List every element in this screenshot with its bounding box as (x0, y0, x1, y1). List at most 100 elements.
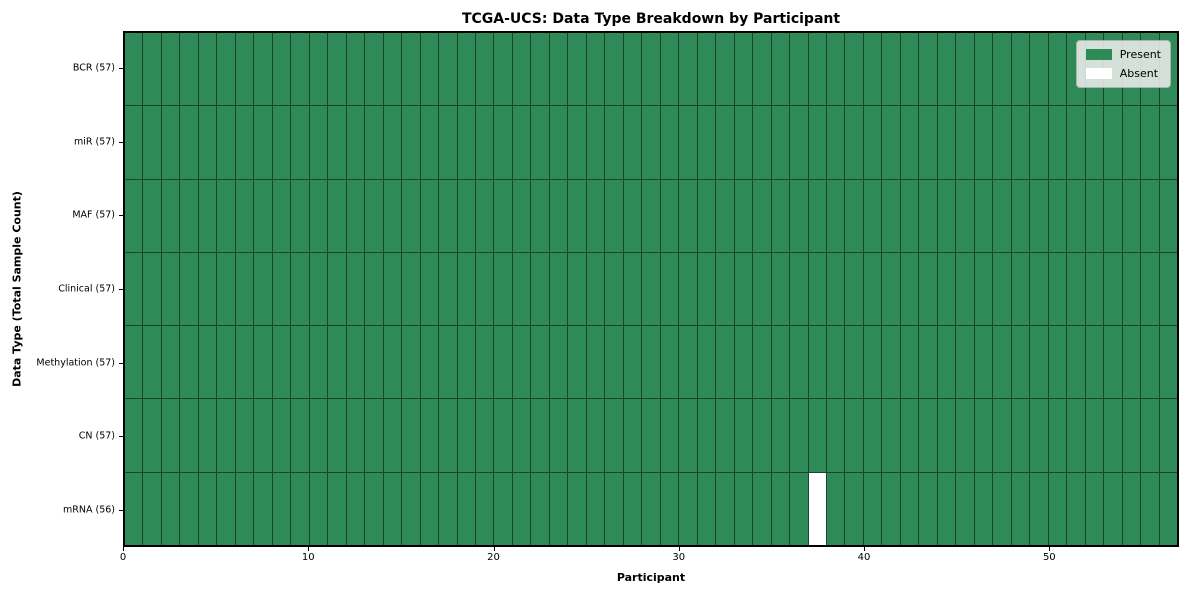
heatmap-cell (457, 472, 475, 545)
heatmap-cell (143, 33, 161, 106)
heatmap-cell (605, 179, 623, 252)
heatmap-cell (161, 472, 180, 545)
heatmap-cell (1159, 106, 1177, 179)
heatmap-cell (383, 399, 402, 472)
heatmap-cell (217, 472, 235, 545)
legend-item-present: Present (1085, 48, 1161, 61)
heatmap-cell (328, 326, 346, 399)
heatmap-cell (845, 106, 863, 179)
heatmap-cell (125, 326, 143, 399)
heatmap-cell (623, 179, 642, 252)
heatmap-cell (974, 399, 993, 472)
heatmap-cell (623, 399, 642, 472)
heatmap-cell (771, 252, 790, 326)
heatmap-cell (439, 472, 457, 545)
heatmap-cell (198, 252, 217, 326)
heatmap-cell (734, 106, 753, 179)
heatmap-cell (402, 179, 420, 252)
heatmap-cell (586, 472, 605, 545)
heatmap-cell (1048, 326, 1067, 399)
heatmap-cell (1030, 179, 1048, 252)
heatmap-cell (1030, 106, 1048, 179)
heatmap-cell (1030, 326, 1048, 399)
heatmap-cell (1030, 33, 1048, 106)
heatmap-cell (272, 33, 291, 106)
y-tick-label: BCR (57) (72, 62, 115, 74)
heatmap-cell (291, 179, 309, 252)
heatmap-cell (235, 252, 254, 326)
heatmap-cell (697, 106, 716, 179)
heatmap-cell (771, 179, 790, 252)
heatmap-cell (365, 472, 383, 545)
heatmap-cell (863, 326, 882, 399)
heatmap-cell (827, 326, 845, 399)
heatmap-cell (679, 33, 697, 106)
heatmap-cell (346, 106, 365, 179)
y-tick-mark (119, 215, 123, 217)
heatmap-cell (328, 106, 346, 179)
heatmap-cell (605, 33, 623, 106)
heatmap-cell (420, 252, 439, 326)
heatmap-cell (420, 472, 439, 545)
y-tick-label: miR (57) (73, 136, 115, 148)
heatmap-cell (1085, 179, 1104, 252)
heatmap-cell (1104, 179, 1122, 252)
heatmap-cell (217, 399, 235, 472)
heatmap-cell (402, 252, 420, 326)
heatmap-cell (476, 33, 494, 106)
heatmap-cell (1141, 179, 1159, 252)
y-axis-ticks: BCR (57) miR (57) MAF (57) Clinical (57) Met… (0, 31, 123, 547)
heatmap-cell (900, 252, 919, 326)
heatmap-cell (420, 106, 439, 179)
heatmap-cell (1011, 179, 1030, 252)
y-tick-label: Methylation (57) (36, 357, 115, 369)
heatmap-cell (771, 106, 790, 179)
heatmap-cell (198, 326, 217, 399)
heatmap-cell (1011, 326, 1030, 399)
heatmap-cell (494, 179, 512, 252)
legend-label-absent: Absent (1119, 67, 1159, 80)
heatmap-cell (771, 399, 790, 472)
heatmap-cell (586, 33, 605, 106)
legend-item-absent: Absent (1085, 67, 1161, 80)
heatmap-cell (272, 252, 291, 326)
heatmap-cell (476, 252, 494, 326)
heatmap-cell (235, 179, 254, 252)
heatmap-cell (143, 472, 161, 545)
heatmap-cell (1159, 179, 1177, 252)
heatmap-cell (586, 179, 605, 252)
heatmap-cell (937, 179, 956, 252)
heatmap-cell (1085, 106, 1104, 179)
heatmap-cell (549, 106, 568, 179)
heatmap-cell (1159, 326, 1177, 399)
heatmap-cell (549, 179, 568, 252)
heatmap-cell (125, 472, 143, 545)
heatmap-cell (697, 472, 716, 545)
heatmap-cell (660, 33, 679, 106)
heatmap-cell (512, 33, 531, 106)
heatmap-cell (974, 252, 993, 326)
heatmap-cell (679, 252, 697, 326)
heatmap-cell (254, 252, 272, 326)
heatmap-cell (863, 33, 882, 106)
heatmap-cell (1067, 179, 1085, 252)
heatmap-cell (180, 399, 198, 472)
heatmap-cell (1085, 472, 1104, 545)
heatmap-cell (272, 399, 291, 472)
heatmap-cell (1048, 106, 1067, 179)
heatmap-cell (697, 252, 716, 326)
heatmap-cell (679, 472, 697, 545)
heatmap-cell (586, 252, 605, 326)
heatmap-cell (365, 252, 383, 326)
heatmap-cell (642, 106, 660, 179)
heatmap-cell (457, 106, 475, 179)
heatmap-cell (494, 326, 512, 399)
heatmap-cell (235, 33, 254, 106)
heatmap-cell (605, 252, 623, 326)
heatmap-cell (900, 399, 919, 472)
heatmap-cell (660, 106, 679, 179)
heatmap-cell (1011, 33, 1030, 106)
heatmap-cell (771, 472, 790, 545)
heatmap-cell (660, 252, 679, 326)
y-tick-mark (119, 289, 123, 290)
